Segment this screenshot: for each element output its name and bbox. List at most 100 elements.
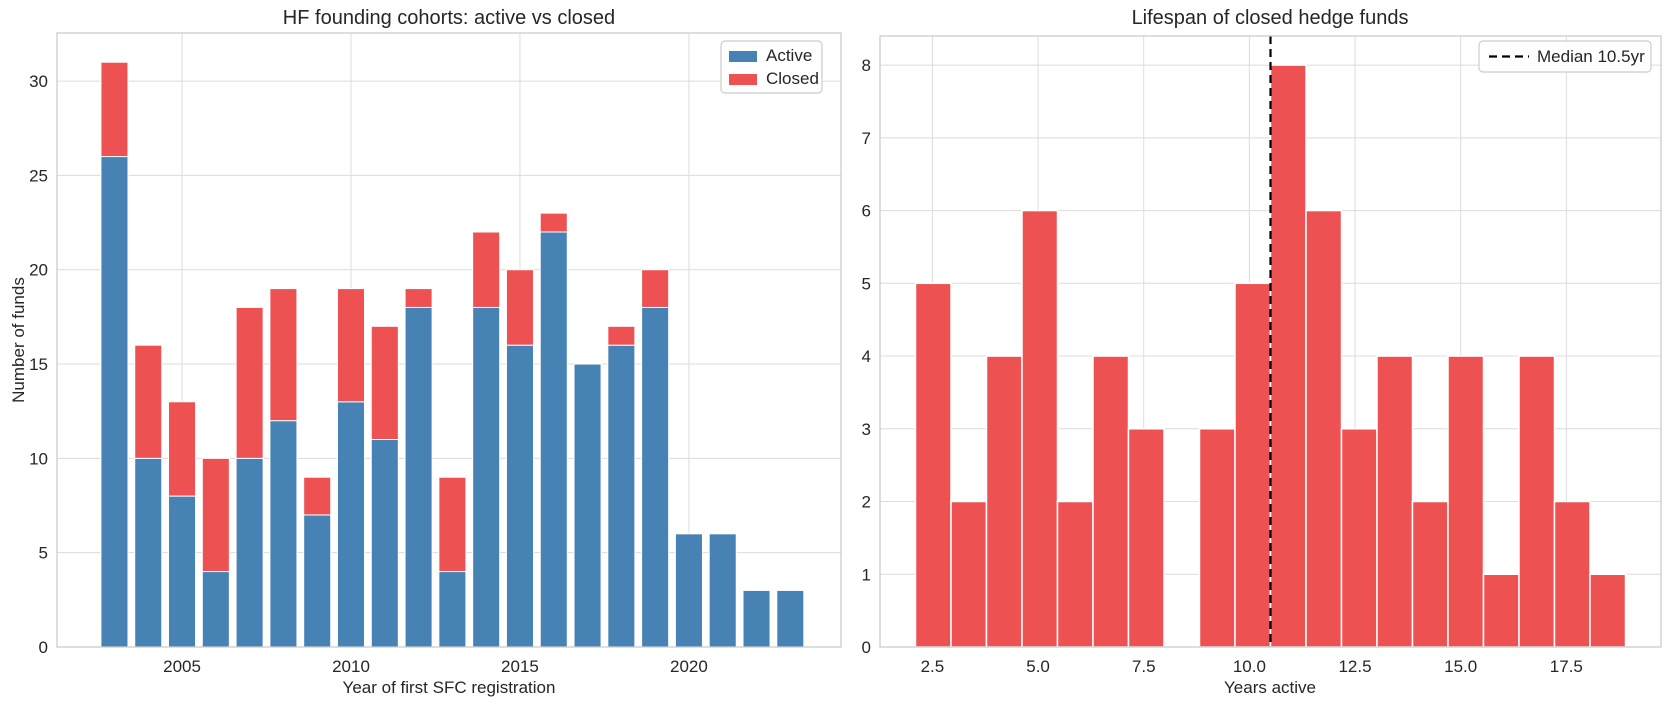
x-tick-label: 17.5 bbox=[1550, 657, 1583, 676]
x-tick-label: 7.5 bbox=[1132, 657, 1156, 676]
bar-segment-active bbox=[708, 533, 737, 648]
bar-segment-closed bbox=[607, 325, 636, 346]
bar-segment-active bbox=[336, 401, 366, 648]
bar-segment-closed bbox=[505, 269, 534, 346]
y-tick-label: 1 bbox=[862, 565, 871, 584]
bar-segment-closed bbox=[168, 401, 197, 497]
bar-segment-active bbox=[269, 420, 298, 648]
histogram-bar bbox=[1305, 209, 1343, 648]
legend-box bbox=[1478, 40, 1652, 73]
bar-segment-closed bbox=[641, 269, 670, 308]
right-chart-tick-labels: 0 1 2 3 4 5 6 7 8 2.5 5.0 7.5 10.0 12.5 15.0 17.5 bbox=[862, 56, 1583, 676]
histogram-bar bbox=[1340, 428, 1378, 648]
right-chart-title: Lifespan of closed hedge funds bbox=[1132, 7, 1409, 29]
right-plot-border bbox=[879, 35, 1662, 648]
y-tick-label: 25 bbox=[29, 166, 48, 185]
x-tick-label: 2020 bbox=[670, 657, 708, 676]
histogram-bar bbox=[1482, 573, 1520, 648]
y-tick-label: 8 bbox=[862, 56, 871, 75]
bar-segment-active bbox=[404, 306, 433, 648]
y-tick-label: 4 bbox=[862, 347, 871, 366]
histogram-bar bbox=[1056, 500, 1094, 648]
x-tick-label: 2015 bbox=[501, 657, 539, 676]
bar-segment-active bbox=[607, 344, 636, 648]
bar-segment-active bbox=[370, 439, 399, 648]
y-tick-label: 30 bbox=[29, 72, 48, 91]
x-tick-label: 15.0 bbox=[1444, 657, 1477, 676]
bar-segment-closed bbox=[269, 288, 298, 422]
left-chart-ylabel: Number of funds bbox=[9, 277, 28, 403]
bar-segment-closed bbox=[303, 476, 332, 516]
bar-segment-active bbox=[134, 457, 163, 648]
y-tick-label: 10 bbox=[29, 449, 48, 468]
left-chart-title: HF founding cohorts: active vs closed bbox=[283, 7, 615, 29]
bar-segment-active bbox=[674, 533, 703, 648]
bar-segment-active bbox=[472, 306, 501, 648]
histogram-bar bbox=[1234, 282, 1272, 648]
y-tick-label: 2 bbox=[862, 493, 871, 512]
bar-segment-active bbox=[742, 589, 771, 648]
y-tick-label: 3 bbox=[862, 420, 871, 439]
histogram-bar bbox=[914, 282, 952, 648]
left-chart-tick-labels: 0 5 10 15 20 25 30 2005 2010 2015 2020 bbox=[29, 72, 708, 676]
bar-segment-closed bbox=[134, 344, 163, 459]
bar-segment-closed bbox=[438, 476, 467, 573]
x-tick-label: 2.5 bbox=[921, 657, 945, 676]
bar-segment-active bbox=[539, 231, 568, 648]
bar-segment-closed bbox=[235, 306, 264, 459]
histogram-bar bbox=[1092, 355, 1130, 648]
histogram-bar bbox=[1553, 500, 1591, 648]
bar-segment-closed bbox=[336, 288, 366, 403]
x-tick-label: 2010 bbox=[332, 657, 370, 676]
bar-segment-active bbox=[776, 589, 805, 648]
bar-segment-closed bbox=[370, 325, 399, 441]
bar-segment-active bbox=[168, 495, 197, 648]
median-line-label: Median 10.5yr bbox=[1537, 47, 1645, 66]
bar-segment-closed bbox=[201, 457, 230, 573]
bar-segment-active bbox=[201, 571, 230, 648]
bar-segment-active bbox=[303, 514, 332, 648]
histogram-bar bbox=[1021, 209, 1059, 648]
active-series-label: Active bbox=[766, 46, 812, 65]
y-tick-label: 15 bbox=[29, 355, 48, 374]
left-chart-legend: Active Closed bbox=[720, 40, 823, 94]
histogram-bar bbox=[1198, 428, 1236, 648]
histogram-bar bbox=[1269, 64, 1307, 648]
y-tick-label: 5 bbox=[39, 544, 48, 563]
histogram-bar bbox=[950, 500, 988, 648]
y-tick-label: 6 bbox=[862, 202, 871, 221]
bar-segment-active bbox=[438, 571, 467, 648]
y-tick-label: 5 bbox=[862, 274, 871, 293]
histogram-bar bbox=[1447, 355, 1485, 648]
histogram-bar bbox=[1376, 355, 1414, 648]
bar-segment-active bbox=[573, 363, 602, 648]
right-chart-xlabel: Years active bbox=[1224, 678, 1316, 697]
bar-segment-closed bbox=[100, 61, 129, 158]
histogram-bar bbox=[1589, 573, 1627, 648]
bar-segment-closed bbox=[539, 212, 568, 233]
left-chart-bars bbox=[100, 61, 805, 648]
closed-series-label: Closed bbox=[766, 69, 819, 88]
bar-segment-closed bbox=[404, 288, 433, 308]
bar-segment-active bbox=[641, 306, 670, 648]
y-tick-label: 7 bbox=[862, 129, 871, 148]
bar-segment-active bbox=[505, 344, 534, 648]
y-tick-label: 20 bbox=[29, 261, 48, 280]
bar-segment-active bbox=[100, 156, 129, 648]
histogram-bar bbox=[1127, 428, 1165, 648]
x-tick-label: 10.0 bbox=[1233, 657, 1266, 676]
closed-series-swatch bbox=[729, 74, 757, 85]
active-series-swatch bbox=[729, 51, 757, 62]
bar-segment-active bbox=[235, 457, 264, 648]
left-plot-border bbox=[56, 32, 842, 648]
right-chart-legend: Median 10.5yr bbox=[1478, 40, 1652, 73]
bar-segment-closed bbox=[472, 231, 501, 308]
x-tick-label: 12.5 bbox=[1338, 657, 1371, 676]
histogram-bar bbox=[1518, 355, 1556, 648]
histogram-bar bbox=[985, 355, 1023, 648]
y-tick-label: 0 bbox=[39, 638, 48, 657]
x-tick-label: 2005 bbox=[163, 657, 201, 676]
x-tick-label: 5.0 bbox=[1026, 657, 1050, 676]
